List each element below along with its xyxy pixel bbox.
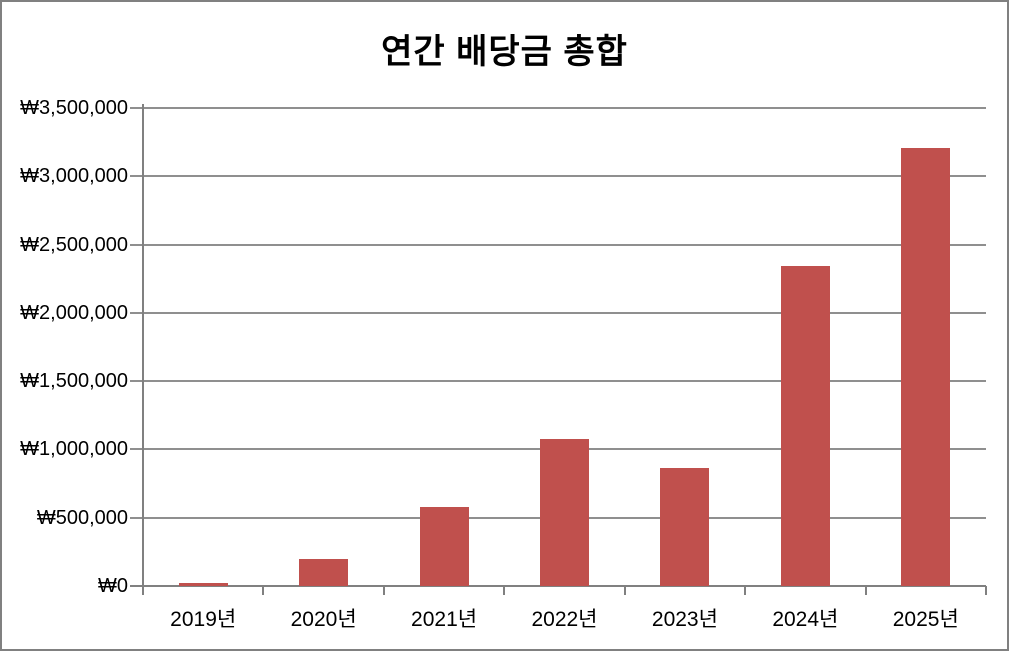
y-tick-label: ₩2,500,000 [20, 233, 128, 256]
bar-2023 [660, 467, 710, 586]
gridline [130, 175, 986, 178]
y-tick-label: ₩3,000,000 [20, 165, 128, 188]
y-tick-label: ₩3,500,000 [20, 97, 128, 119]
bar-2020 [299, 558, 349, 586]
x-tick [985, 586, 987, 595]
x-tick-label: 2021년 [411, 608, 478, 631]
y-tick-label: ₩1,000,000 [20, 438, 128, 461]
x-tick [744, 586, 747, 595]
x-tick [262, 586, 265, 595]
x-tick-label: 2020년 [290, 608, 357, 631]
x-tick [864, 586, 867, 595]
x-tick [623, 586, 626, 595]
x-tick-label: 2022년 [531, 608, 598, 631]
y-tick-label: ₩500,000 [36, 506, 128, 529]
x-tick-label: 2025년 [892, 608, 959, 631]
bar-2025 [901, 147, 951, 586]
gridline [130, 107, 986, 109]
gridline [130, 380, 986, 383]
x-tick [382, 586, 385, 595]
chart-title: 연간 배당금 총합 [381, 33, 628, 71]
y-tick-label: ₩0 [98, 575, 128, 597]
x-tick-label: 2023년 [651, 608, 718, 631]
x-axis-line [130, 585, 986, 587]
x-tick-label: 2024년 [772, 608, 839, 631]
y-axis-line [142, 104, 144, 595]
x-tick-label: 2019년 [170, 608, 237, 631]
gridline [130, 311, 986, 314]
y-tick-label: ₩2,000,000 [20, 301, 128, 324]
bar-2019 [178, 583, 228, 586]
y-tick-label: ₩1,500,000 [20, 370, 128, 393]
bar-2021 [419, 507, 469, 586]
x-tick [503, 586, 506, 595]
bar-2024 [780, 266, 830, 586]
gridline [130, 243, 986, 246]
bar-2022 [540, 438, 589, 586]
